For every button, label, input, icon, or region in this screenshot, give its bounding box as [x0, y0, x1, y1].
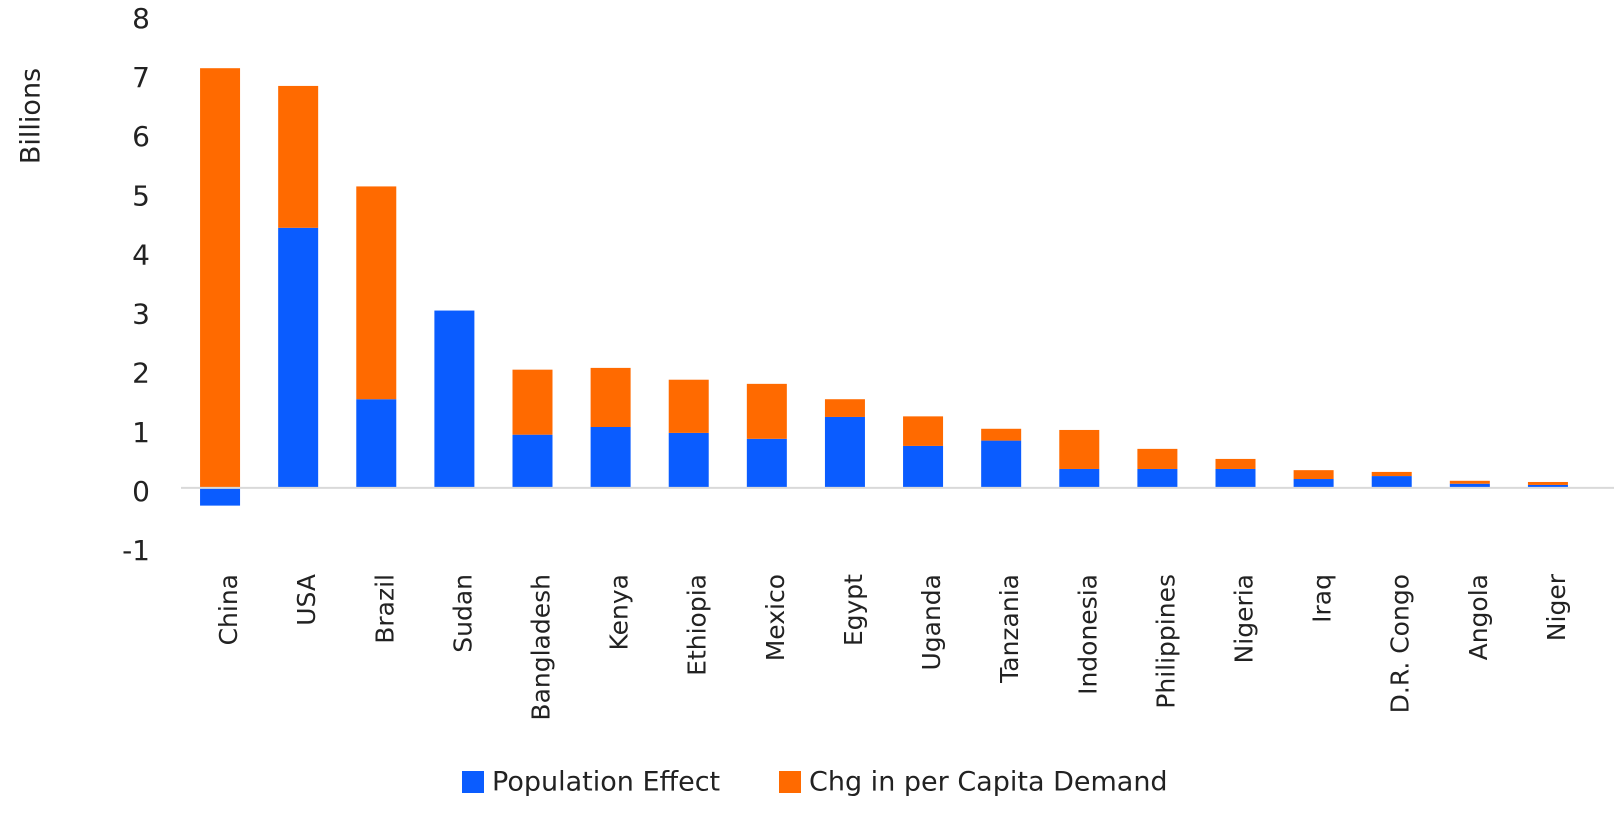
y-tick-label: 0	[132, 475, 150, 508]
bar-segment	[356, 186, 397, 400]
x-tick-label: Tanzania	[995, 574, 1024, 684]
bar-segment	[512, 434, 553, 488]
y-tick-label: 8	[132, 2, 150, 35]
legend-swatch	[779, 771, 801, 793]
y-tick-label: 4	[132, 238, 150, 271]
bar-segment	[356, 399, 397, 488]
bar-segment	[200, 68, 241, 488]
x-tick-label: Brazil	[370, 574, 399, 644]
x-tick-label: Philippines	[1151, 574, 1180, 709]
bar-segment	[824, 416, 865, 488]
x-tick-label: Mexico	[761, 574, 790, 661]
x-tick-label: Niger	[1542, 573, 1571, 641]
x-tick-label: D.R. Congo	[1386, 574, 1415, 713]
bar-segment	[1449, 480, 1490, 484]
bar-segment	[1059, 468, 1100, 488]
bar-segment	[1293, 479, 1334, 488]
x-tick-label: USA	[292, 574, 321, 626]
x-tick-label: Uganda	[917, 574, 946, 671]
bar-segment	[434, 310, 475, 488]
bar-segment	[1215, 468, 1256, 488]
y-tick-label: 2	[132, 357, 150, 390]
legend-swatch	[462, 771, 484, 793]
x-tick-label: Egypt	[839, 574, 868, 646]
y-tick-label: 6	[132, 120, 150, 153]
bar-segment	[1059, 429, 1100, 469]
bar-segment	[590, 427, 631, 488]
x-tick-label: Ethiopia	[683, 574, 712, 676]
bar-segment	[1293, 470, 1334, 480]
bar-segment	[668, 379, 709, 433]
bar-segment	[746, 438, 787, 488]
bar-segment	[278, 85, 319, 228]
x-tick-label: Indonesia	[1073, 574, 1102, 695]
legend-label: Chg in per Capita Demand	[809, 767, 1168, 798]
bar-segment	[1371, 476, 1412, 488]
y-tick-label: 3	[132, 298, 150, 331]
bar-segment	[903, 445, 944, 488]
bar-segment	[668, 432, 709, 488]
bar-segment	[903, 416, 944, 446]
x-tick-label: China	[214, 574, 243, 645]
x-tick-label: Angola	[1464, 574, 1493, 660]
bar-segment	[1137, 448, 1178, 469]
y-tick-label: 7	[132, 61, 150, 94]
bar-segment	[590, 367, 631, 428]
y-tick-label: -1	[122, 534, 150, 567]
x-tick-label: Sudan	[448, 574, 477, 653]
bar-segment	[278, 227, 319, 488]
legend-label: Population Effect	[492, 767, 720, 798]
y-tick-label: 1	[132, 416, 150, 449]
bar-segment	[1449, 483, 1490, 488]
y-tick-label: 5	[132, 179, 150, 212]
bar-segment	[1137, 468, 1178, 488]
bar-segment	[1527, 484, 1568, 488]
bar-segment	[746, 383, 787, 439]
y-axis-label: Billions	[16, 68, 47, 164]
bar-segment	[981, 428, 1022, 441]
bar-segment	[512, 369, 553, 435]
bar-segment	[1371, 471, 1412, 477]
bar-segment	[1527, 481, 1568, 485]
bar-segment	[981, 440, 1022, 488]
x-tick-label: Iraq	[1308, 574, 1337, 623]
x-tick-label: Kenya	[605, 574, 634, 651]
bar-segment	[1215, 458, 1256, 469]
x-tick-label: Nigeria	[1230, 574, 1259, 663]
bar-segment	[824, 399, 865, 417]
bar-segment	[200, 487, 241, 506]
x-tick-label: Bangladesh	[527, 574, 556, 721]
